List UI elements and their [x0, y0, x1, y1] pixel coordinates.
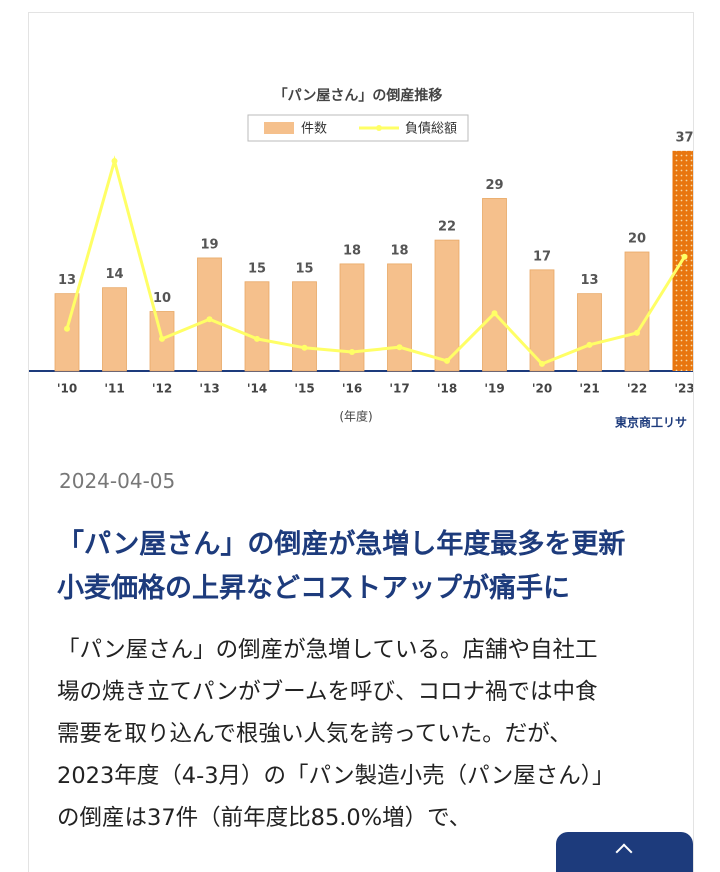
value-label: 17	[533, 249, 551, 264]
excerpt-line: 需要を取り込んで根強い人気を誇っていた。だが、	[57, 721, 572, 747]
bar	[197, 257, 222, 372]
x-tick-label: '13	[199, 382, 219, 396]
x-tick-label: '10	[57, 382, 77, 396]
value-label: 14	[105, 267, 123, 282]
x-tick-label: '14	[247, 382, 267, 396]
line	[65, 155, 686, 366]
bar	[577, 293, 602, 372]
line-marker	[491, 310, 498, 317]
line-marker	[681, 253, 688, 260]
x-tick-label: '17	[389, 382, 409, 396]
bar	[624, 251, 650, 372]
line-marker	[254, 335, 260, 342]
chart-title: 「パン屋さん」の倒産推移	[274, 87, 443, 104]
line-marker	[159, 335, 165, 342]
x-tick-label: '18	[437, 382, 457, 396]
line-marker	[206, 316, 213, 323]
chart: 「パン屋さん」の倒産推移 (年度) 東京商工リサ 件数 負債総額 13 '10 14 '1…	[29, 87, 694, 430]
x-tick-label: '22	[627, 382, 647, 396]
headline[interactable]: 「パン屋さん」の倒産が急増し年度最多を更新 小麦価格の上昇などコストアップが痛手…	[57, 523, 625, 611]
value-label: 15	[295, 261, 313, 276]
legend-swatch	[264, 122, 294, 134]
source: 東京商工リサ	[615, 415, 687, 430]
date: 2024-04-05	[59, 469, 176, 493]
line-marker	[349, 348, 355, 355]
bar	[387, 263, 412, 372]
bar	[482, 198, 507, 372]
headline-line: 小麦価格の上昇などコストアップが痛手に	[57, 573, 570, 604]
x-tick-label: '15	[294, 382, 314, 396]
headline-line: 「パン屋さん」の倒産が急増し年度最多を更新	[57, 529, 626, 560]
x-tick-label: '23	[674, 382, 694, 396]
excerpt: 「パン屋さん」の倒産が急増している。店舗や自社工 場の焼き立てパンがブームを呼び…	[57, 629, 615, 839]
value-label: 20	[628, 232, 646, 247]
excerpt-line: の倒産は37件（前年度比85.0%増）で、	[57, 805, 472, 831]
x-tick-label: '21	[579, 382, 599, 396]
x-tick-label: '12	[152, 382, 172, 396]
value-label: 37	[675, 130, 693, 145]
bar	[434, 239, 460, 372]
legend-marker	[376, 125, 382, 131]
value-label: 13	[58, 273, 76, 288]
x-tick-label: '16	[342, 382, 362, 396]
x-tick-label: '11	[104, 382, 124, 396]
line-marker	[396, 344, 403, 351]
value-label: 22	[438, 220, 456, 235]
x-axis-label: (年度)	[339, 409, 372, 424]
scroll-top-button[interactable]	[556, 832, 693, 872]
value-label: 29	[485, 178, 503, 193]
bar	[54, 293, 80, 372]
bar	[292, 281, 317, 372]
value-label: 15	[248, 261, 266, 276]
line-marker	[444, 357, 450, 364]
line-marker	[111, 157, 118, 164]
value-label: 19	[200, 237, 218, 252]
line-marker	[64, 325, 70, 332]
line-marker	[586, 341, 593, 348]
legend-label: 件数	[301, 122, 327, 137]
x-tick-label: '19	[484, 382, 504, 396]
x-tick-label: '20	[532, 382, 552, 396]
value-label: 18	[343, 243, 361, 258]
line-marker	[634, 329, 640, 336]
bar	[244, 281, 270, 372]
article-card[interactable]: 「パン屋さん」の倒産推移 (年度) 東京商工リサ 件数 負債総額 13 '10 14 '1…	[28, 12, 694, 872]
line-marker	[539, 360, 545, 367]
excerpt-line: 2023年度（4-3月）の「パン製造小売（パン屋さん）」	[57, 763, 615, 789]
value-label: 13	[580, 273, 598, 288]
legend-label: 負債総額	[405, 122, 457, 137]
excerpt-line: 場の焼き立てパンがブームを呼び、コロナ禍では中食	[57, 679, 598, 705]
line-marker	[301, 344, 308, 351]
bar	[102, 287, 127, 372]
excerpt-line: 「パン屋さん」の倒産が急増している。店舗や自社工	[57, 637, 598, 663]
value-label: 10	[153, 291, 171, 306]
value-label: 18	[390, 243, 408, 258]
